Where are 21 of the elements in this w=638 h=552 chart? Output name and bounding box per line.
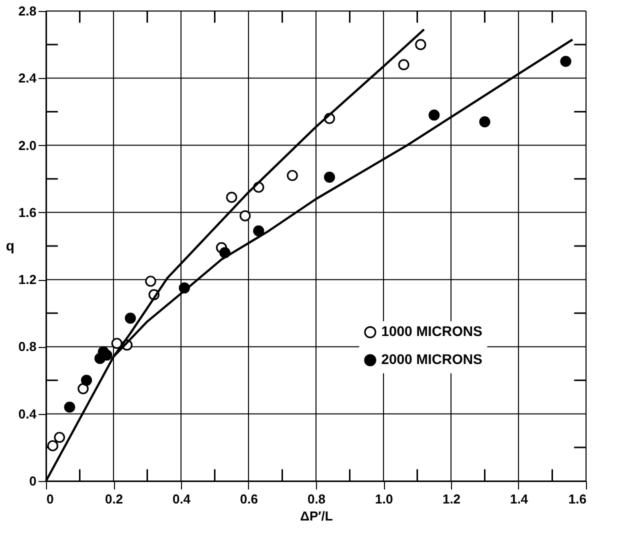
x-tick-label: 0.8 <box>307 492 326 506</box>
y-tick-label: 0.8 <box>18 339 36 354</box>
y-axis-title: q <box>6 238 14 254</box>
x-tick-label: 0.2 <box>104 492 124 506</box>
y-tick-label: 0.4 <box>18 406 38 422</box>
y-tick-label: 2.0 <box>18 138 36 153</box>
x-tick-label: 1.6 <box>568 492 586 506</box>
x-axis-title: ΔP′/L <box>300 508 333 524</box>
y-tick-label: 0 <box>29 474 36 488</box>
y-tick-label: 2.8 <box>18 4 36 18</box>
x-tick-label: 0.6 <box>240 492 258 506</box>
x-tick-label: 1.4 <box>510 492 529 506</box>
x-tick-label: 1.2 <box>442 492 461 506</box>
y-tick-label: 2.4 <box>18 70 38 86</box>
y-tick-label: 1.2 <box>18 272 36 288</box>
x-tick-label: 1.0 <box>374 492 394 506</box>
x-tick-label: 0.4 <box>172 492 192 506</box>
legend-label: 1000 MICRONS <box>381 323 482 340</box>
y-tick-label: 1.6 <box>18 204 36 220</box>
x-tick-label: 0 <box>46 492 54 506</box>
legend-label: 2000 MICRONS <box>381 351 482 368</box>
